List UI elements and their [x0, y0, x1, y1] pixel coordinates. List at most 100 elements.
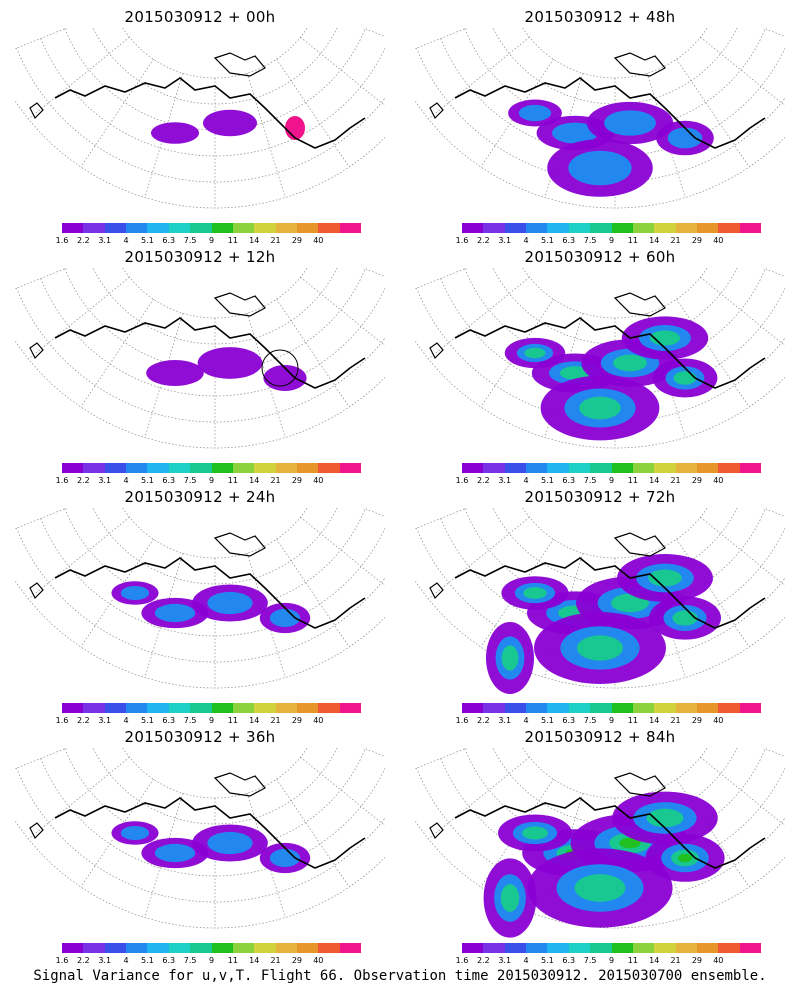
colorbar-tick-label: 40: [713, 956, 724, 965]
colorbar-swatch: [483, 223, 505, 233]
coastline: [454, 797, 766, 869]
colorbar-swatch: [83, 463, 105, 473]
colorbar-swatch: [675, 943, 697, 953]
variance-contour-mid: [551, 122, 599, 144]
colorbar-tick-label: 1.6: [455, 716, 469, 725]
colorbar-swatch: [590, 703, 612, 713]
variance-map: [415, 268, 785, 449]
longitude-gridline: [762, 508, 785, 518]
arctic-islands: [613, 772, 666, 797]
colorbar-tick-label: 11: [227, 476, 238, 485]
colorbar-swatch: [718, 463, 740, 473]
colorbar-swatch: [739, 703, 762, 713]
longitude-gridline: [480, 538, 554, 648]
colorbar-swatch: [611, 463, 633, 473]
map-projection: [415, 748, 785, 938]
longitude-gridline: [80, 538, 154, 648]
colorbar-tick-label: 2.2: [476, 236, 490, 245]
colorbar: [62, 703, 362, 713]
colorbar-tick-label: 2.2: [76, 476, 90, 485]
colorbar-swatch: [211, 943, 233, 953]
colorbar-swatch: [296, 223, 319, 233]
colorbar-tick-label: 1.6: [55, 476, 69, 485]
colorbar-swatch: [339, 943, 362, 953]
colorbar-tick-label: 7.5: [583, 476, 597, 485]
colorbar: [62, 943, 362, 953]
island-outline: [429, 102, 444, 120]
forecast-panel: 2015030912 + 00h 1.6 2.2 3.1 4 5.1 6.3 7.5 9 11 14…: [0, 0, 400, 245]
longitude-gridline: [428, 516, 530, 600]
colorbar-swatch: [168, 943, 191, 953]
colorbar-tick-label: 3.1: [98, 236, 112, 245]
colorbar-swatch: [696, 463, 719, 473]
colorbar-swatch: [62, 943, 84, 953]
island-outline: [29, 822, 44, 840]
longitude-gridline: [144, 73, 184, 198]
colorbar-swatch: [504, 463, 527, 473]
colorbar-tick-label: 11: [627, 236, 638, 245]
colorbar-swatch: [483, 703, 505, 713]
variance-contour-high: [522, 826, 548, 840]
map-projection: [415, 28, 785, 209]
colorbar-swatch: [190, 463, 212, 473]
latitude-gridline: [64, 28, 366, 131]
colorbar-tick-label: 40: [713, 236, 724, 245]
colorbar-tick-label: 40: [313, 716, 324, 725]
longitude-gridline: [700, 756, 785, 827]
variance-contour-low: [203, 109, 257, 137]
colorbar-tick-label: 40: [313, 236, 324, 245]
longitude-gridline: [700, 36, 785, 107]
colorbar-tick-label: 21: [270, 956, 281, 965]
colorbar-ticks: 1.6 2.2 3.1 4 5.1 6.3 7.5 9 11 14 21 29 40: [56, 476, 361, 486]
latitude-gridline: [464, 268, 766, 371]
colorbar-tick-label: 21: [670, 236, 681, 245]
colorbar-swatch: [211, 463, 233, 473]
colorbar-tick-label: 40: [713, 476, 724, 485]
longitude-gridline: [15, 508, 68, 530]
longitude-gridline: [80, 778, 154, 888]
colorbar-swatch: [168, 463, 191, 473]
colorbar-swatch: [62, 703, 84, 713]
colorbar-ticks: 1.6 2.2 3.1 4 5.1 6.3 7.5 9 11 14 21 29 40: [456, 476, 761, 486]
colorbar-tick-label: 1.6: [55, 236, 69, 245]
longitude-gridline: [700, 516, 785, 587]
colorbar-swatch: [568, 463, 591, 473]
colorbar-tick-label: 29: [691, 956, 703, 965]
longitude-gridline: [700, 276, 785, 347]
colorbar-swatch: [462, 223, 484, 233]
longitude-gridline: [762, 28, 785, 38]
panel-title: 2015030912 + 12h: [124, 248, 276, 266]
colorbar-tick-label: 5.1: [541, 956, 554, 965]
longitude-gridline: [144, 793, 184, 918]
colorbar-tick-label: 1.6: [455, 476, 469, 485]
variance-contour-mid: [207, 831, 253, 855]
colorbar-tick-label: 3.1: [498, 476, 512, 485]
colorbar-swatch: [739, 943, 762, 953]
arctic-islands: [213, 292, 266, 317]
colorbar-tick-label: 5.1: [141, 956, 154, 965]
variance-map: [15, 508, 385, 689]
colorbar-swatch: [718, 223, 740, 233]
colorbar-swatch: [462, 463, 484, 473]
colorbar-tick-label: 4: [123, 956, 129, 965]
coastline: [454, 557, 766, 629]
colorbar: [62, 463, 362, 473]
longitude-gridline: [276, 58, 350, 168]
colorbar-tick-label: 4: [123, 236, 129, 245]
colorbar-swatch: [126, 223, 148, 233]
variance-contour-high: [673, 371, 697, 385]
colorbar-ticks: 1.6 2.2 3.1 4 5.1 6.3 7.5 9 11 14 21 29 40: [56, 236, 361, 246]
colorbar-tick-label: 4: [123, 476, 129, 485]
panel-title: 2015030912 + 36h: [124, 728, 276, 746]
colorbar-swatch: [526, 463, 548, 473]
longitude-gridline: [415, 28, 468, 50]
colorbar-swatch: [568, 703, 591, 713]
colorbar-swatch: [147, 703, 169, 713]
colorbar-swatch: [696, 703, 719, 713]
colorbar-tick-label: 7.5: [583, 716, 597, 725]
variance-contour-high: [559, 366, 591, 380]
colorbar-swatch: [739, 463, 762, 473]
colorbar-swatch: [296, 703, 319, 713]
colorbar-tick-label: 29: [291, 236, 303, 245]
latitude-gridline: [64, 748, 366, 851]
